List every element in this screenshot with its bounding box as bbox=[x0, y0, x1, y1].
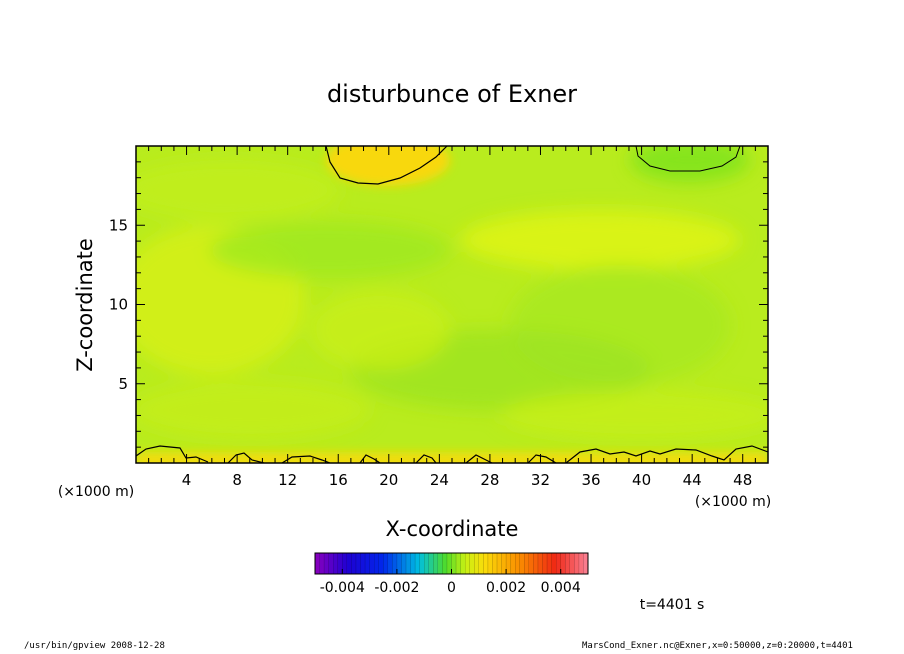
colorbar-segment bbox=[383, 553, 389, 574]
x-tick-label: 32 bbox=[531, 471, 550, 489]
colorbar-segment bbox=[360, 553, 366, 574]
chart-title: disturbunce of Exner bbox=[327, 80, 577, 108]
colorbar-segment bbox=[551, 553, 557, 574]
colorbar-segment bbox=[537, 553, 543, 574]
colorbar-segment bbox=[460, 553, 466, 574]
colorbar-tick-label: 0.002 bbox=[486, 580, 526, 596]
y-tick-label: 15 bbox=[109, 216, 128, 234]
x-tick-label: 8 bbox=[232, 471, 242, 489]
colorbar-segment bbox=[433, 553, 439, 574]
y-axis: 5 10 15 bbox=[109, 161, 768, 448]
x-axis-label: X-coordinate bbox=[386, 517, 519, 541]
x-tick-label: 24 bbox=[430, 471, 449, 489]
x-tick-label: 36 bbox=[581, 471, 600, 489]
x-tick-label: 48 bbox=[733, 471, 752, 489]
colorbar-segment bbox=[378, 553, 384, 574]
colorbar-segment bbox=[387, 553, 393, 574]
colorbar-segment bbox=[519, 553, 525, 574]
colorbar-tick-label: -0.004 bbox=[320, 580, 365, 596]
colorbar-segment bbox=[569, 553, 575, 574]
colorbar-segment bbox=[346, 553, 352, 574]
colorbar-segment bbox=[528, 553, 534, 574]
colorbar-segment bbox=[424, 553, 430, 574]
colorbar-segment bbox=[365, 553, 370, 574]
colorbar-segment bbox=[392, 553, 398, 574]
x-tick-label: 4 bbox=[182, 471, 192, 489]
time-label: t=4401 s bbox=[640, 597, 705, 613]
footer-left: /usr/bin/gpview 2008-12-28 bbox=[24, 641, 165, 651]
colorbar-segment bbox=[574, 553, 580, 574]
colorbar-segment bbox=[410, 553, 416, 574]
heatmap-field bbox=[136, 146, 768, 463]
colorbar-segment bbox=[583, 553, 589, 574]
colorbar-segment bbox=[492, 553, 498, 574]
x-axis: 4 8 12 16 20 24 28 32 36 40 44 48 bbox=[148, 146, 756, 489]
y-unit-label: (×1000 m) bbox=[58, 484, 134, 500]
colorbar-segment bbox=[533, 553, 539, 574]
colorbar-segment bbox=[547, 553, 552, 574]
colorbar-segment bbox=[515, 553, 521, 574]
colorbar-segment bbox=[319, 553, 325, 574]
colorbar-ticks: -0.004 -0.002 0 0.002 0.004 bbox=[320, 569, 581, 596]
colorbar-segment bbox=[396, 553, 402, 574]
colorbar-segment bbox=[442, 553, 448, 574]
colorbar-segment bbox=[501, 553, 507, 574]
x-unit-label: (×1000 m) bbox=[695, 494, 771, 510]
colorbar-segment bbox=[337, 553, 343, 574]
colorbar-segment bbox=[474, 553, 480, 574]
colorbar-segment bbox=[342, 553, 348, 574]
colorbar-segment bbox=[315, 553, 320, 574]
colorbar-segment bbox=[324, 553, 330, 574]
colorbar-segment bbox=[374, 553, 380, 574]
colorbar-segment bbox=[465, 553, 471, 574]
colorbar-segment bbox=[456, 553, 461, 574]
colorbar-segment bbox=[355, 553, 361, 574]
colorbar-segment bbox=[483, 553, 489, 574]
colorbar-segment bbox=[451, 553, 457, 574]
colorbar-segment bbox=[446, 553, 452, 574]
colorbar-segment bbox=[406, 553, 411, 574]
colorbar-segment bbox=[506, 553, 512, 574]
x-tick-label: 16 bbox=[329, 471, 348, 489]
colorbar-segment bbox=[419, 553, 425, 574]
colorbar-segment bbox=[556, 553, 562, 574]
colorbar-segment bbox=[497, 553, 502, 574]
y-tick-label: 10 bbox=[109, 296, 128, 314]
colorbar-segment bbox=[510, 553, 516, 574]
colorbar-segment bbox=[369, 553, 375, 574]
colorbar-segment bbox=[565, 553, 571, 574]
y-tick-label: 5 bbox=[118, 375, 128, 393]
colorbar-segment bbox=[328, 553, 334, 574]
x-tick-label: 44 bbox=[683, 471, 702, 489]
colorbar-segment bbox=[437, 553, 443, 574]
x-tick-label: 12 bbox=[278, 471, 297, 489]
colorbar-segment bbox=[351, 553, 357, 574]
x-tick-label: 28 bbox=[480, 471, 499, 489]
y-axis-label: Z-coordinate bbox=[73, 238, 97, 372]
colorbar-tick-label: 0.004 bbox=[541, 580, 581, 596]
colorbar-segment bbox=[415, 553, 421, 574]
x-tick-label: 40 bbox=[632, 471, 651, 489]
colorbar-segment bbox=[428, 553, 434, 574]
colorbar-segment bbox=[333, 553, 339, 574]
colorbar-segment bbox=[542, 553, 548, 574]
colorbar-segment bbox=[401, 553, 407, 574]
colorbar-segment bbox=[560, 553, 566, 574]
x-tick-label: 20 bbox=[379, 471, 398, 489]
colorbar-segment bbox=[478, 553, 484, 574]
colorbar-tick-label: 0 bbox=[447, 580, 456, 596]
colorbar-segment bbox=[524, 553, 530, 574]
footer-right: MarsCond_Exner.nc@Exner,x=0:50000,z=0:20… bbox=[582, 641, 853, 651]
colorbar-segment bbox=[578, 553, 584, 574]
colorbar-segment bbox=[469, 553, 475, 574]
colorbar-tick-label: -0.002 bbox=[374, 580, 419, 596]
colorbar-segment bbox=[487, 553, 493, 574]
